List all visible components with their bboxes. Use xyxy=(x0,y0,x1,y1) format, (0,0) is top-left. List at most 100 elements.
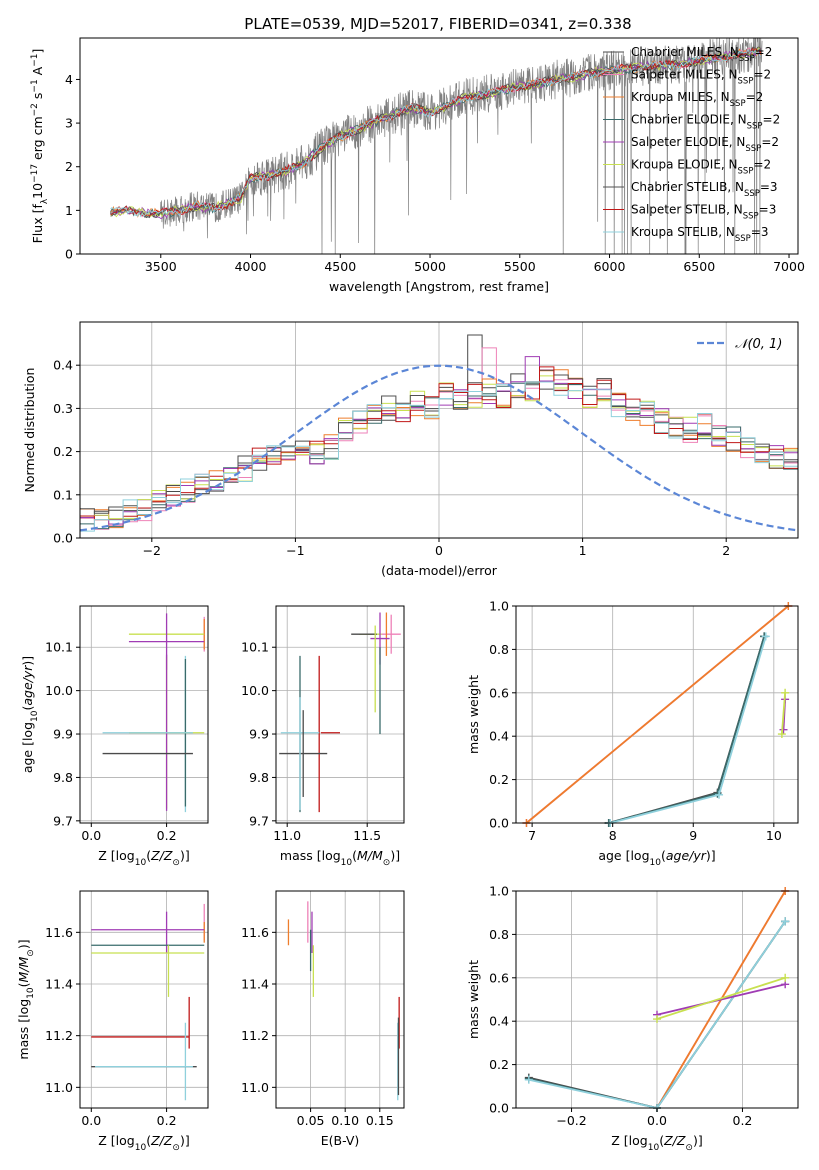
mass-weight-marker xyxy=(777,730,786,739)
x-axis-label: Z [log10(Z/Z⊙)] xyxy=(98,1133,189,1153)
x-axis-label: age [log10(age/yr)] xyxy=(598,848,715,868)
y-axis-label: mass weight xyxy=(466,960,481,1039)
x-tick-label: 1 xyxy=(579,543,587,558)
axes-frame xyxy=(79,605,209,824)
plot-area xyxy=(522,602,793,827)
y-tick-label: 10.1 xyxy=(45,640,73,655)
x-tick-label: 0.15 xyxy=(366,1113,394,1128)
panel-spectrum: 3500 4000 4500 5000 5500 6000 6500 7000 0 1 2 3 4 wav… xyxy=(30,37,805,294)
y-axis-label: Normed distribution xyxy=(22,368,37,493)
spectrum-legend: Chabrier MILES, NSSP=2 Salpeter MILES, NS… xyxy=(603,45,780,244)
y-tick-label: 0.1 xyxy=(53,487,73,502)
axes-frame xyxy=(275,605,405,824)
x-axis-label: mass [log10(M/M⊙)] xyxy=(280,848,400,868)
plot-area xyxy=(110,38,763,254)
y-axis-label: mass [log10(M/M⊙)] xyxy=(16,939,36,1059)
x-tick-label: 0.2 xyxy=(733,1113,753,1128)
y-tick-label: 9.7 xyxy=(53,813,73,828)
model-spectrum-line xyxy=(110,48,762,218)
y-tick-label: 0.2 xyxy=(489,772,509,787)
x-tick-label: 9 xyxy=(689,828,697,843)
error-bar-point xyxy=(381,614,401,654)
panel-mass_weight_vs_Z: −0.2 0.0 0.2 0.0 0.2 0.4 0.6 0.8 1.0 Z [log10(Z/Z… xyxy=(466,884,799,1153)
residual-histogram xyxy=(80,381,798,530)
y-tick-label: 4 xyxy=(65,72,73,87)
x-tick-label: 0 xyxy=(435,543,443,558)
y-tick-label: 9.7 xyxy=(249,813,269,828)
error-bar-point xyxy=(279,710,328,797)
y-axis-label: mass weight xyxy=(466,675,481,754)
panel-mass_weight_vs_age: 7 8 9 10 0.0 0.2 0.4 0.6 0.8 1.0 age [log10(age/yr… xyxy=(466,599,799,868)
y-axis-label: Flux [fλ10−17 erg cm−2 s−1 A−1] xyxy=(30,49,50,244)
x-tick-label: 6500 xyxy=(683,259,715,274)
axes: 3500 4000 4500 5000 5500 6000 6500 7000 0 1 2 3 4 wav… xyxy=(30,37,805,294)
y-tick-label: 0.4 xyxy=(489,1014,509,1029)
mass-weight-line xyxy=(610,636,767,824)
x-tick-label: 0.2 xyxy=(157,828,177,843)
y-tick-label: 0.0 xyxy=(489,1101,509,1116)
y-tick-label: 11.6 xyxy=(45,925,73,940)
mass-weight-line xyxy=(781,692,786,735)
y-tick-label: 11.2 xyxy=(241,1028,269,1043)
y-tick-label: 9.9 xyxy=(249,727,269,742)
axes-frame xyxy=(79,37,799,255)
y-tick-label: 0.0 xyxy=(489,816,509,831)
normal-curve xyxy=(80,364,798,532)
x-axis-label: Z [log10(Z/Z⊙)] xyxy=(611,1133,702,1153)
axes-frame xyxy=(79,890,209,1109)
mass-weight-marker xyxy=(781,688,790,697)
y-tick-label: 10.0 xyxy=(241,683,269,698)
y-tick-label: 0.3 xyxy=(53,401,73,416)
y-tick-label: 11.0 xyxy=(45,1080,73,1095)
mass-weight-line xyxy=(608,636,766,824)
mass-weight-line xyxy=(608,636,766,824)
axes-frame xyxy=(515,605,799,824)
plot-area xyxy=(102,613,205,813)
axes-frame xyxy=(275,890,405,1109)
x-axis-label: E(B-V) xyxy=(321,1133,360,1148)
x-tick-label: 5500 xyxy=(504,259,536,274)
legend-label: Salpeter STELIB, NSSP=3 xyxy=(631,203,776,222)
y-tick-label: 0 xyxy=(65,247,73,262)
x-tick-label: 0.10 xyxy=(331,1113,359,1128)
residual-histogram xyxy=(80,381,798,532)
legend-label: Chabrier MILES, NSSP=2 xyxy=(631,45,772,64)
mass-weight-marker xyxy=(761,632,770,641)
y-tick-label: 11.0 xyxy=(241,1080,269,1095)
x-tick-label: 7000 xyxy=(773,259,805,274)
x-axis-label: wavelength [Angstrom, rest frame] xyxy=(329,279,549,294)
plot-area xyxy=(287,901,400,1101)
panel-age_vs_mass: 11.0 11.5 9.7 9.8 9.9 10.0 10.1 mass [log10(M/M… xyxy=(241,605,405,868)
y-tick-label: 9.8 xyxy=(249,770,269,785)
axes: 7 8 9 10 0.0 0.2 0.4 0.6 0.8 1.0 age [log10(age/yr… xyxy=(466,599,799,868)
x-tick-label: 0.0 xyxy=(647,1113,667,1128)
model-spectrum-line xyxy=(110,47,762,217)
y-tick-label: 0.4 xyxy=(489,729,509,744)
x-tick-label: 2 xyxy=(722,543,730,558)
axes: 0.05 0.10 0.15 11.0 11.2 11.4 11.6 E(B-V) xyxy=(241,890,405,1148)
y-tick-label: 1.0 xyxy=(489,884,509,899)
panel-residuals: −2 −1 0 1 2 0.0 0.1 0.2 0.3 0.4 (data-model)/error… xyxy=(22,321,799,578)
figure-title: PLATE=0539, MJD=52017, FIBERID=0341, z=0… xyxy=(244,15,631,33)
axes: 11.0 11.5 9.7 9.8 9.9 10.0 10.1 mass [log10(M/M… xyxy=(241,605,405,868)
plot-area xyxy=(80,334,798,532)
legend-label: Chabrier STELIB, NSSP=3 xyxy=(631,180,778,199)
mass-weight-marker xyxy=(715,790,724,799)
x-tick-label: 10 xyxy=(766,828,782,843)
y-axis-label: age [log10(age/yr)] xyxy=(20,656,40,773)
x-tick-label: 4000 xyxy=(235,259,267,274)
mass-weight-line xyxy=(656,983,786,1016)
x-tick-label: 0.0 xyxy=(81,828,101,843)
y-tick-label: 0.2 xyxy=(489,1057,509,1072)
x-tick-label: 7 xyxy=(528,828,536,843)
mass-weight-line xyxy=(656,976,786,1020)
plot-area xyxy=(91,903,205,1101)
plot-area xyxy=(279,612,401,813)
mass-weight-line xyxy=(525,605,789,824)
residual-histogram xyxy=(80,334,798,519)
y-tick-label: 0.4 xyxy=(53,358,73,373)
axes: −0.2 0.0 0.2 0.0 0.2 0.4 0.6 0.8 1.0 Z [log10(Z/Z… xyxy=(466,884,799,1153)
model-spectrum-line xyxy=(110,46,762,219)
axes: 0.0 0.2 9.7 9.8 9.9 10.0 10.1 Z [log10(Z/Z⊙)] ag… xyxy=(20,605,209,868)
